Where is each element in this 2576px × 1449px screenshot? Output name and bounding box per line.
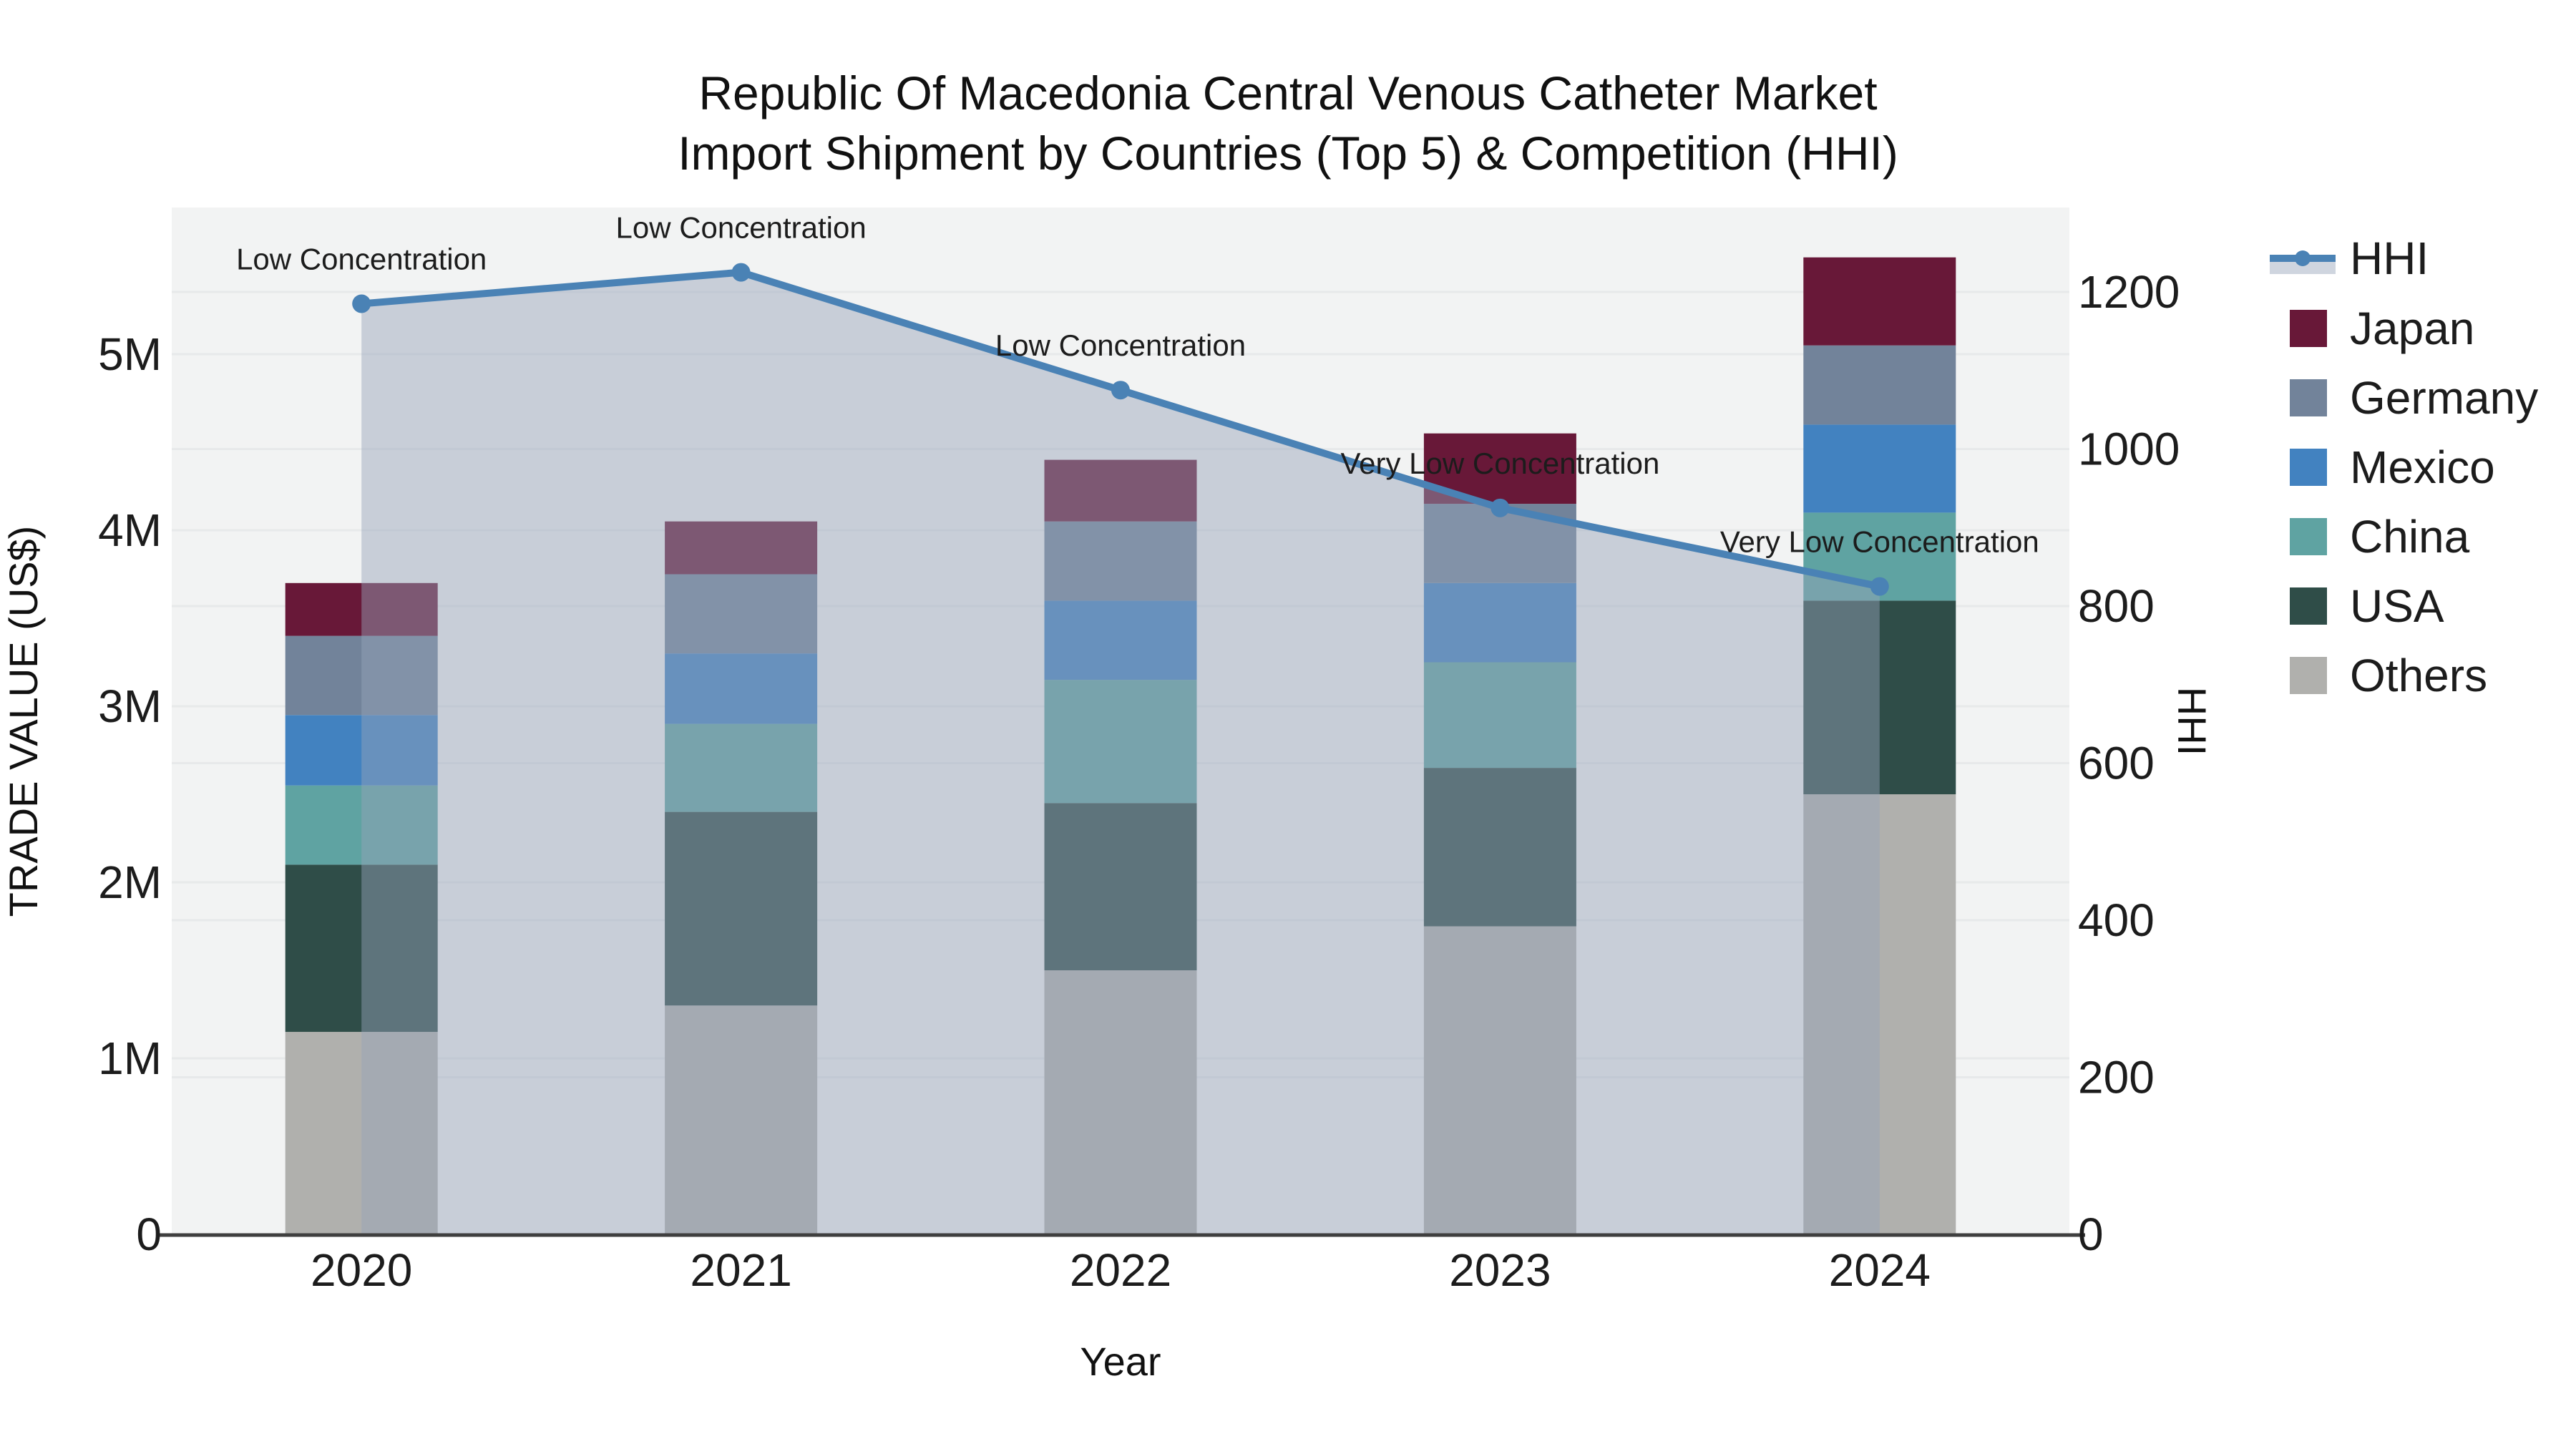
bar-segment-2023-china[interactable] — [1423, 662, 1576, 769]
y-tick-right-1000: 1000 — [2078, 424, 2180, 475]
chart-title-line2: Import Shipment by Countries (Top 5) & C… — [678, 127, 1898, 180]
legend-item-japan[interactable]: Japan — [2290, 303, 2474, 354]
bar-segment-2022-china[interactable] — [1044, 680, 1197, 804]
legend-swatch-mexico — [2290, 449, 2327, 486]
hhi-marker-2021[interactable] — [731, 263, 751, 282]
chart-title-line1: Republic Of Macedonia Central Venous Cat… — [698, 67, 1877, 119]
y-tick-right-200: 200 — [2078, 1052, 2155, 1103]
annotation-2021: Low Concentration — [615, 211, 866, 245]
y-axis-title-right: HHI — [2170, 687, 2215, 756]
axes-group: 0 1M 2M 3M 4M 5M 0 200 400 600 800 1000 1200 2020 2021… — [98, 266, 2180, 1296]
y-tick-right-1200: 1200 — [2078, 266, 2180, 318]
bar-segment-2020-usa[interactable] — [285, 864, 438, 1033]
legend-swatch-china — [2290, 518, 2327, 555]
x-tick-2021: 2021 — [690, 1244, 791, 1296]
annotation-2024: Very Low Concentration — [1720, 525, 2039, 559]
hhi-marker-2020[interactable] — [352, 294, 371, 313]
y-tick-left-1M: 1M — [98, 1033, 162, 1084]
y-tick-left-4M: 4M — [98, 504, 162, 556]
legend: HHI Japan Germany Mexico China USA Others — [2270, 233, 2538, 701]
annotations-group: Low Concentration Low Concentration Low Co… — [236, 211, 2039, 559]
hhi-line-group — [352, 263, 1889, 596]
legend-label-hhi: HHI — [2350, 233, 2429, 284]
y-tick-right-400: 400 — [2078, 894, 2155, 946]
x-tick-2020: 2020 — [311, 1244, 412, 1296]
bar-segment-2022-japan[interactable] — [1044, 459, 1197, 522]
legend-item-others[interactable]: Others — [2290, 650, 2487, 701]
y-tick-left-3M: 3M — [98, 680, 162, 732]
legend-swatch-japan — [2290, 310, 2327, 347]
bar-segment-2022-germany[interactable] — [1044, 521, 1197, 601]
hhi-marker-2022[interactable] — [1111, 381, 1130, 400]
y-tick-right-0: 0 — [2078, 1209, 2104, 1260]
bar-segment-2020-china[interactable] — [285, 785, 438, 865]
legend-item-mexico[interactable]: Mexico — [2290, 441, 2495, 493]
bar-segment-2020-germany[interactable] — [285, 635, 438, 716]
legend-swatch-usa — [2290, 587, 2327, 625]
legend-item-china[interactable]: China — [2290, 511, 2470, 562]
bar-segment-2022-usa[interactable] — [1044, 803, 1197, 970]
annotation-2023: Very Low Concentration — [1340, 447, 1659, 480]
bar-segment-2020-japan[interactable] — [285, 582, 438, 636]
bar-segment-2023-others[interactable] — [1423, 926, 1576, 1235]
bar-segment-2021-japan[interactable] — [665, 521, 818, 575]
legend-item-hhi[interactable]: HHI — [2270, 233, 2429, 284]
legend-label-usa: USA — [2350, 580, 2444, 632]
x-axis-title: Year — [1080, 1339, 1161, 1384]
bar-segment-2024-japan[interactable] — [1803, 257, 1956, 346]
legend-label-germany: Germany — [2350, 372, 2538, 424]
legend-label-mexico: Mexico — [2350, 441, 2495, 493]
y-tick-right-600: 600 — [2078, 738, 2155, 789]
x-tick-2023: 2023 — [1449, 1244, 1551, 1296]
y-axis-title-left: TRADE VALUE (US$) — [1, 526, 46, 917]
bar-segment-2020-others[interactable] — [285, 1032, 438, 1234]
legend-hhi-marker — [2295, 250, 2311, 266]
y-tick-left-0: 0 — [136, 1209, 162, 1260]
bar-segment-2021-others[interactable] — [665, 1005, 818, 1234]
bar-segment-2021-mexico[interactable] — [665, 653, 818, 724]
y-tick-left-2M: 2M — [98, 857, 162, 908]
bar-segment-2022-mexico[interactable] — [1044, 600, 1197, 680]
bar-segment-2021-china[interactable] — [665, 723, 818, 812]
y-tick-left-5M: 5M — [98, 328, 162, 380]
annotation-2022: Low Concentration — [995, 328, 1246, 362]
x-tick-2024: 2024 — [1829, 1244, 1931, 1296]
legend-label-others: Others — [2350, 650, 2487, 701]
legend-label-japan: Japan — [2350, 303, 2474, 354]
bar-segment-2024-others[interactable] — [1803, 794, 1956, 1234]
bar-series-group — [285, 257, 1956, 1235]
hhi-marker-2023[interactable] — [1491, 498, 1510, 517]
bar-segment-2024-mexico[interactable] — [1803, 424, 1956, 513]
legend-item-germany[interactable]: Germany — [2290, 372, 2538, 424]
bar-segment-2024-usa[interactable] — [1803, 600, 1956, 794]
bar-segment-2021-usa[interactable] — [665, 811, 818, 1006]
annotation-2020: Low Concentration — [236, 242, 487, 275]
bar-segment-2020-mexico[interactable] — [285, 715, 438, 786]
legend-swatch-others — [2290, 657, 2327, 694]
y-tick-right-800: 800 — [2078, 580, 2155, 632]
bar-segment-2023-usa[interactable] — [1423, 768, 1576, 927]
bar-segment-2021-germany[interactable] — [665, 574, 818, 654]
hhi-marker-2024[interactable] — [1870, 577, 1889, 596]
legend-swatch-germany — [2290, 379, 2327, 416]
x-tick-2022: 2022 — [1070, 1244, 1171, 1296]
bar-segment-2024-germany[interactable] — [1803, 345, 1956, 425]
bar-segment-2023-mexico[interactable] — [1423, 582, 1576, 663]
legend-item-usa[interactable]: USA — [2290, 580, 2444, 632]
legend-label-china: China — [2350, 511, 2470, 562]
bar-segment-2022-others[interactable] — [1044, 970, 1197, 1234]
